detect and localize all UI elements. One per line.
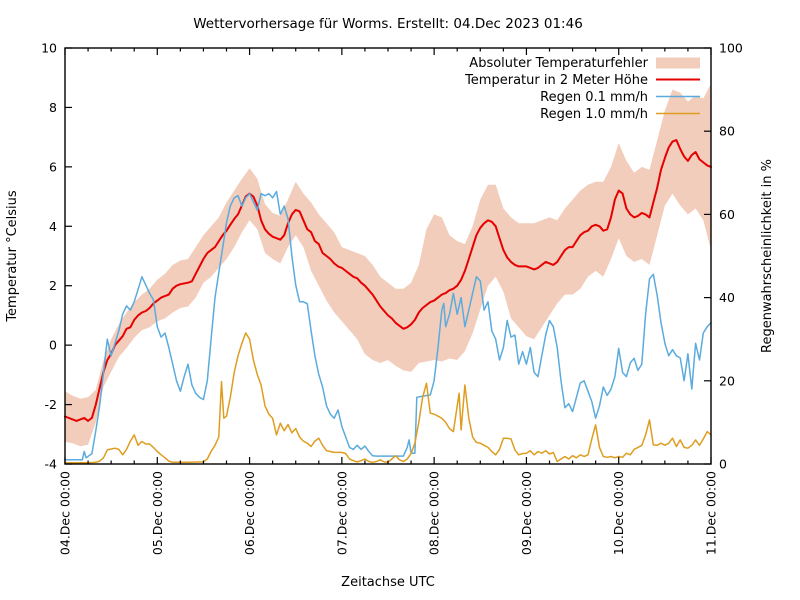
- legend-entry: Absoluter Temperaturfehler: [469, 56, 700, 71]
- x-tick-label: 08.Dec 00:00: [427, 471, 442, 555]
- y-left-tick-label: -2: [45, 397, 57, 412]
- legend-label: Regen 1.0 mm/h: [540, 107, 648, 122]
- legend-entry: Temperatur in 2 Meter Höhe: [464, 73, 700, 88]
- x-tick-label: 09.Dec 00:00: [519, 471, 534, 555]
- x-axis-label: Zeitachse UTC: [341, 575, 435, 590]
- y-right-tick-label: 100: [719, 41, 743, 56]
- series-temperature-error-band: [65, 83, 711, 447]
- legend-entry: Regen 1.0 mm/h: [540, 107, 700, 122]
- legend-label: Regen 0.1 mm/h: [540, 90, 648, 105]
- x-tick-label: 04.Dec 00:00: [58, 471, 73, 555]
- legend-band-swatch: [656, 57, 700, 69]
- y-left-tick-label: 4: [49, 219, 57, 234]
- series-rain-1-0-mmh: [64, 332, 712, 464]
- y-left-tick-label: 6: [49, 159, 57, 174]
- x-tick-label: 05.Dec 00:00: [150, 471, 165, 555]
- y-left-axis-label: Temperatur °Celsius: [5, 190, 20, 323]
- y-left-tick-label: 10: [41, 41, 57, 56]
- chart-title: Wettervorhersage für Worms. Erstellt: 04…: [193, 16, 583, 32]
- legend-entry: Regen 0.1 mm/h: [540, 90, 700, 105]
- x-tick-label: 06.Dec 00:00: [242, 471, 257, 555]
- x-tick-label: 11.Dec 00:00: [704, 471, 719, 555]
- axis-ticks: [64, 47, 712, 465]
- y-right-tick-label: 0: [719, 457, 727, 472]
- y-left-tick-label: 2: [49, 278, 57, 293]
- x-tick-label: 10.Dec 00:00: [611, 471, 626, 555]
- y-left-tick-label: -4: [45, 457, 58, 472]
- legend: Absoluter Temperaturfehler Temperatur in …: [464, 56, 700, 122]
- x-tick-label: 07.Dec 00:00: [334, 471, 349, 555]
- series-rain-0-1-mmh: [64, 190, 712, 461]
- y-right-tick-label: 40: [719, 290, 735, 305]
- y-right-tick-label: 20: [719, 373, 735, 388]
- y-right-axis-label: Regenwahrscheinlichkeit in %: [760, 159, 775, 353]
- series-temperature-2m: [64, 139, 712, 422]
- plot-layer: 04.Dec 00:00 05.Dec 00:00 06.Dec 00:00 07.D…: [41, 41, 743, 556]
- y-left-tick-label: 8: [49, 100, 57, 115]
- y-right-tick-label: 80: [719, 124, 735, 139]
- y-right-tick-label: 60: [719, 207, 735, 222]
- legend-label: Absoluter Temperaturfehler: [469, 56, 648, 71]
- legend-label: Temperatur in 2 Meter Höhe: [464, 73, 648, 88]
- tick-labels: 04.Dec 00:00 05.Dec 00:00 06.Dec 00:00 07.D…: [41, 41, 743, 556]
- y-left-tick-label: 0: [49, 338, 57, 353]
